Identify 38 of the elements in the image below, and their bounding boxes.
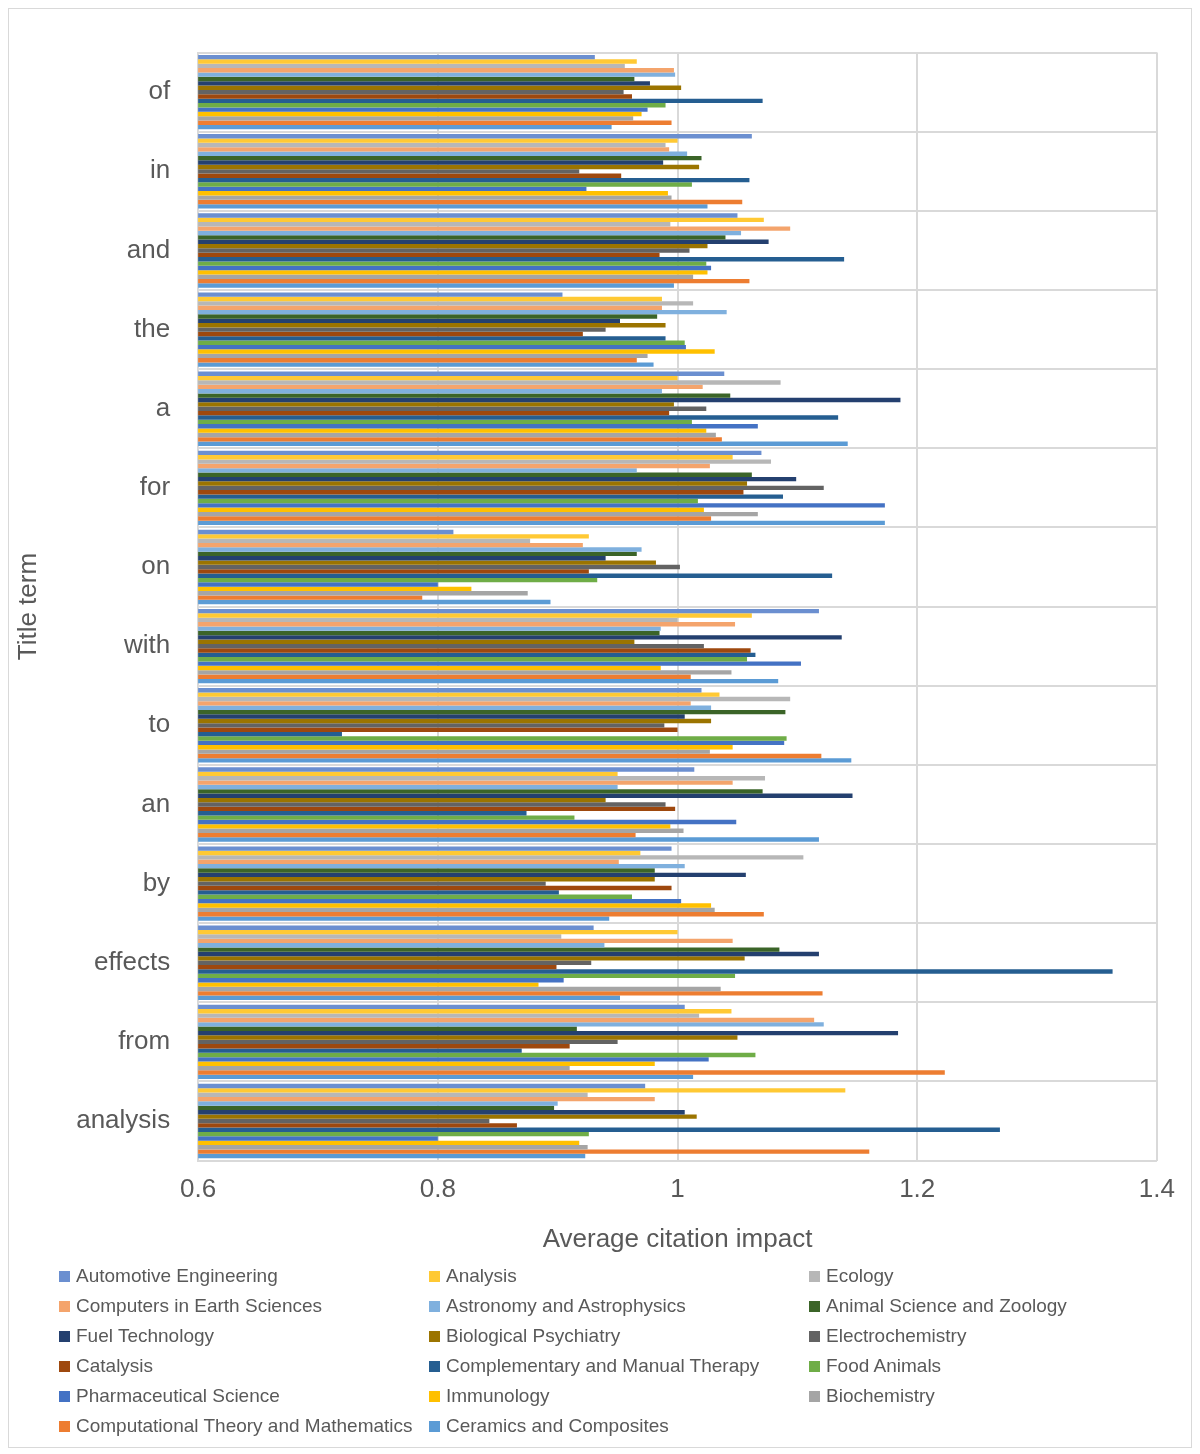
x-tick-label: 1 [670,1173,685,1204]
legend-label: Computers in Earth Sciences [76,1295,323,1317]
x-tick-label: 1.2 [899,1173,936,1204]
y-tick-label: and [126,233,171,264]
legend-label: Food Animals [826,1355,942,1377]
y-tick-label: effects [94,945,171,976]
y-tick-label: with [122,629,171,660]
y-tick-label: to [148,708,171,739]
legend-label: Biochemistry [826,1385,935,1407]
y-tick-label: the [133,312,171,343]
legend-label: Ecology [826,1265,894,1287]
legend-label: Immunology [446,1385,550,1407]
y-tick-label: on [141,550,171,581]
x-tick-label: 0.6 [180,1173,217,1204]
y-tick-label: analysis [76,1104,171,1135]
legend-label: Catalysis [76,1355,154,1377]
legend-label: Pharmaceutical Science [76,1385,280,1407]
y-tick-label: of [148,75,171,106]
legend-label: Astronomy and Astrophysics [446,1295,686,1317]
legend-label: Animal Science and Zoology [826,1295,1067,1317]
x-tick-label: 1.4 [1138,1173,1176,1204]
x-axis-title: Average citation impact [542,1222,814,1253]
legend-label: Computational Theory and Mathematics [76,1415,413,1437]
legend-label: Complementary and Manual Therapy [446,1355,760,1377]
y-tick-label: for [139,471,171,502]
y-tick-label: from [118,1025,171,1056]
legend-label: Ceramics and Composites [446,1415,669,1437]
y-axis-title: Title term [11,552,42,661]
y-tick-label: an [141,787,171,818]
legend-label: Automotive Engineering [76,1265,278,1287]
legend-label: Fuel Technology [76,1325,215,1347]
x-tick-label: 0.8 [419,1173,456,1204]
y-tick-label: in [149,154,171,185]
legend-label: Biological Psychiatry [446,1325,621,1347]
legend-label: Electrochemistry [826,1325,967,1347]
y-tick-label: by [142,866,171,897]
legend-label: Analysis [446,1265,517,1287]
y-tick-label: a [155,391,171,422]
